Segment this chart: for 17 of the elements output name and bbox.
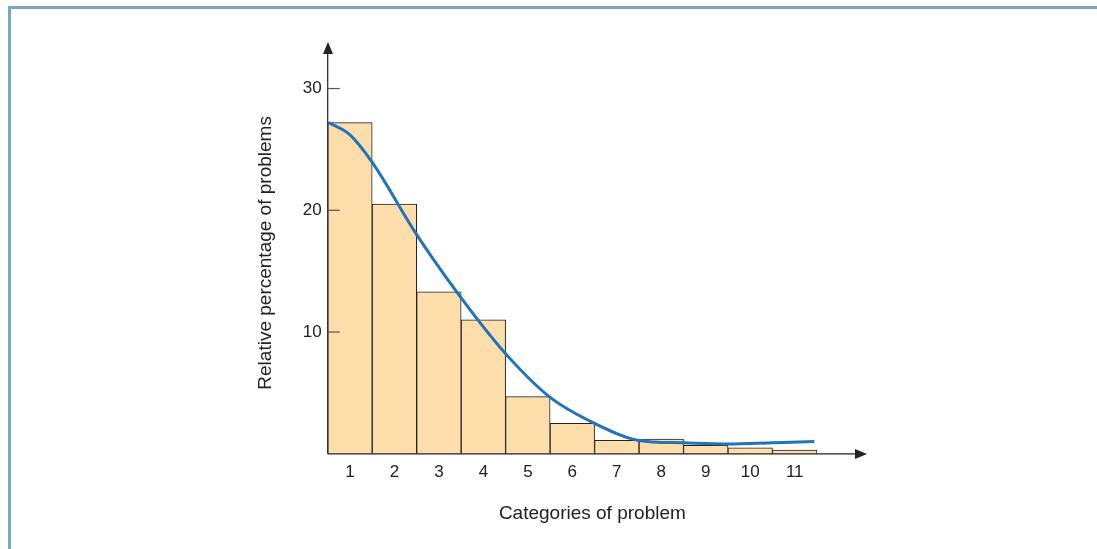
x-tick-label: 3: [434, 461, 444, 481]
y-axis-title: Relative percentage of problems: [253, 116, 275, 390]
x-tick-label: 7: [612, 461, 622, 481]
x-tick-label: 11: [785, 461, 804, 481]
y-tick-label: 10: [302, 321, 322, 341]
x-tick-label: 10: [740, 461, 760, 481]
y-tick-label: 30: [302, 78, 322, 98]
x-tick-label: 1: [345, 461, 355, 481]
line-series: [327, 121, 816, 446]
y-tick-label: 20: [302, 199, 322, 219]
x-axis-title: Categories of problem: [498, 501, 686, 523]
x-tick-label: 4: [478, 461, 489, 481]
x-tick-label: 5: [523, 461, 533, 481]
x-tick-label: 6: [567, 461, 578, 481]
x-tick-label: 8: [656, 461, 667, 481]
x-tick-label: 9: [701, 461, 711, 481]
x-tick-label: 2: [389, 461, 400, 481]
